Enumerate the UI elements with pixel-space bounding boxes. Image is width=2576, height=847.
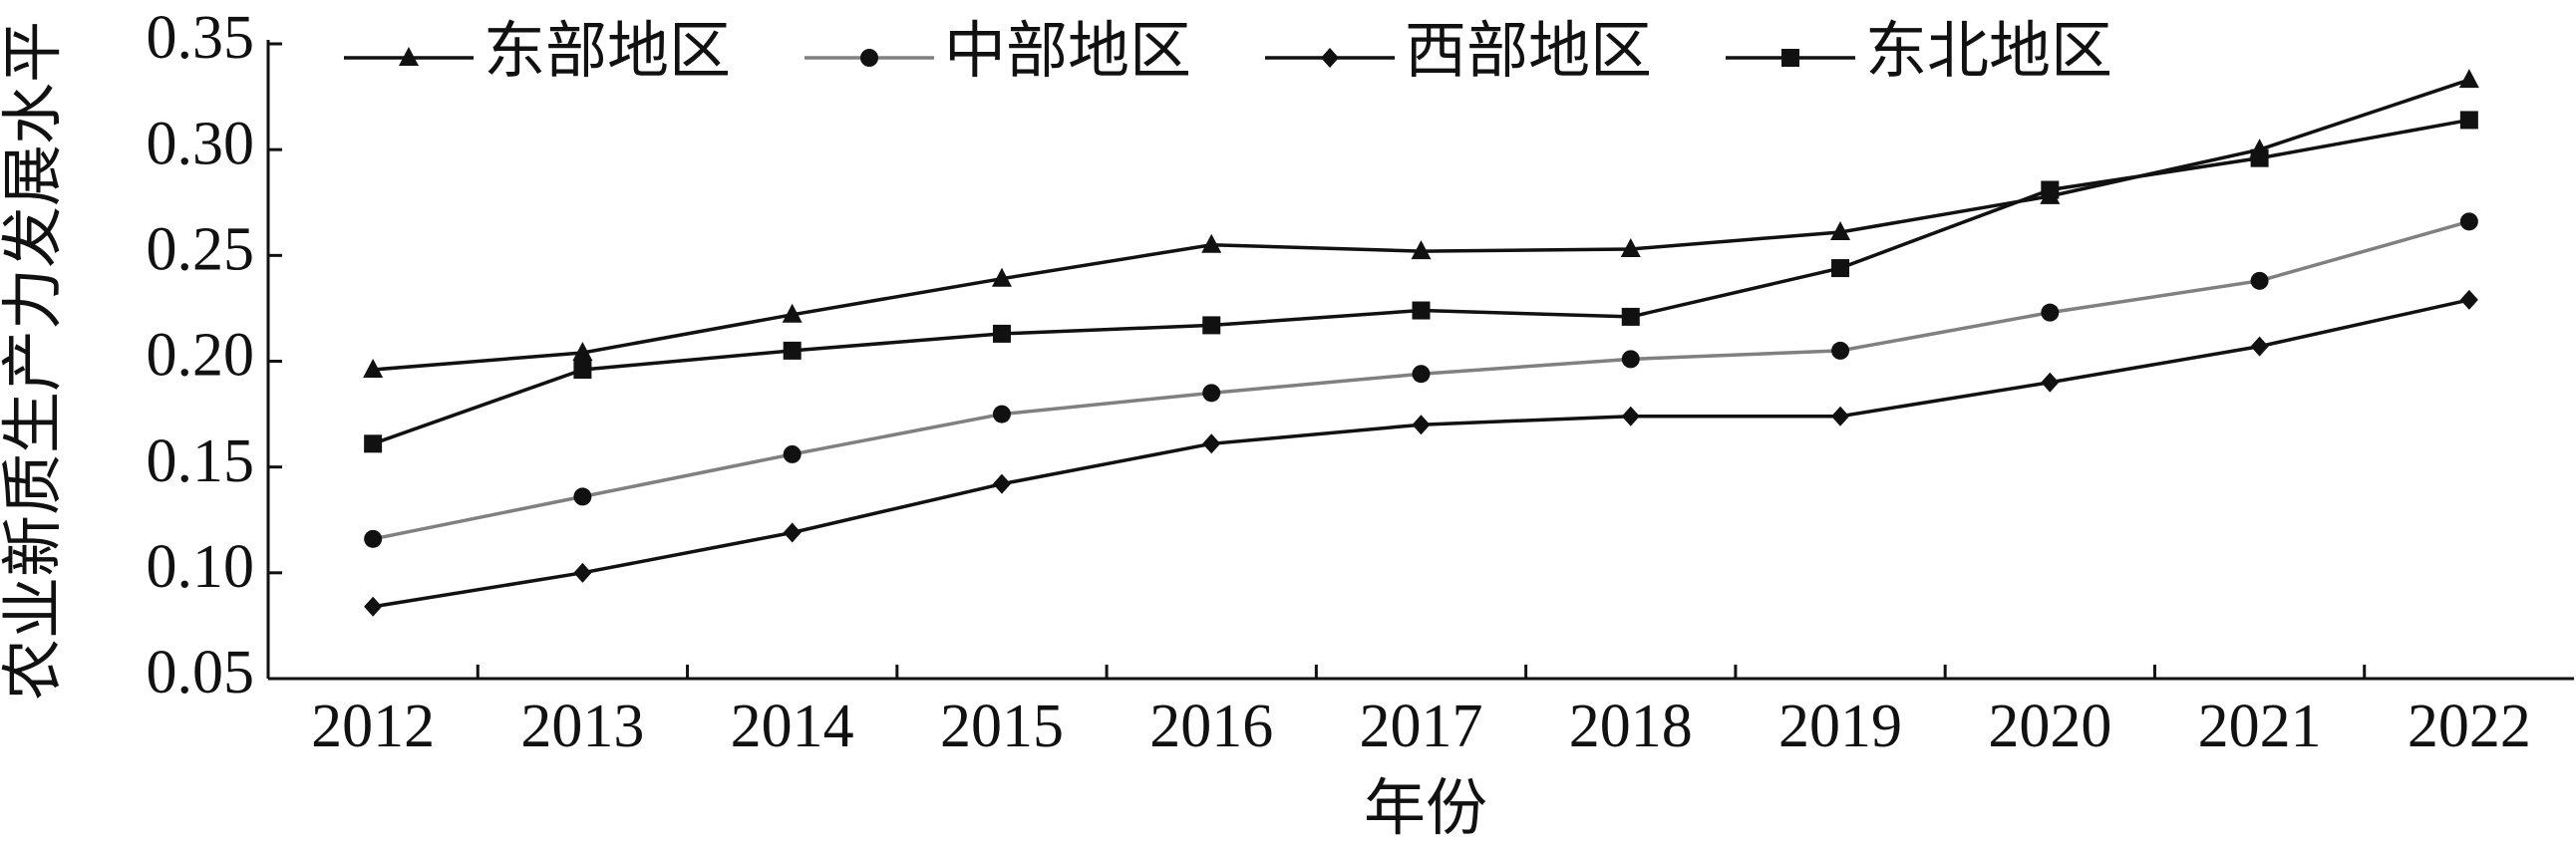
marker — [1202, 433, 1221, 454]
marker — [2459, 212, 2478, 231]
marker — [1202, 316, 1221, 335]
marker — [2459, 289, 2478, 310]
x-axis-label: 年份 — [1364, 775, 1487, 843]
x-tick-label: 2019 — [1778, 693, 1902, 760]
marker — [572, 342, 593, 362]
marker — [1411, 240, 1432, 260]
marker — [573, 562, 592, 583]
marker — [364, 596, 383, 617]
x-tick-label: 2013 — [520, 693, 644, 760]
marker — [364, 434, 383, 453]
marker — [783, 341, 802, 360]
y-axis-label: 农业新质生产力发展水平 — [0, 21, 68, 701]
x-tick-label: 2014 — [731, 693, 854, 760]
marker — [1831, 406, 1850, 426]
marker — [1621, 350, 1640, 369]
marker — [1202, 384, 1221, 403]
x-tick-label: 2020 — [1988, 693, 2111, 760]
marker — [2041, 303, 2060, 322]
marker — [992, 324, 1011, 343]
marker — [1831, 341, 1850, 360]
marker — [783, 522, 802, 543]
marker — [573, 487, 592, 506]
legend-marker — [1321, 48, 1339, 68]
marker — [1412, 301, 1431, 320]
series-line — [372, 78, 2470, 372]
marker — [1620, 237, 1641, 257]
y-tick-label: 0.20 — [147, 322, 255, 390]
marker — [1621, 406, 1640, 426]
marker — [363, 358, 384, 378]
legend-label: 东部地区 — [483, 18, 731, 86]
x-tick-label: 2015 — [940, 693, 1064, 760]
marker — [1621, 307, 1640, 326]
y-tick-label: 0.35 — [147, 4, 255, 72]
x-tick-label: 2012 — [311, 693, 435, 760]
marker — [992, 405, 1011, 424]
marker — [2250, 271, 2269, 290]
legend-label: 中部地区 — [944, 18, 1191, 86]
marker — [1412, 365, 1431, 384]
marker — [1831, 259, 1850, 278]
marker — [1412, 415, 1431, 435]
marker — [2459, 111, 2478, 130]
marker — [783, 444, 802, 463]
series-line — [372, 298, 2470, 609]
marker — [2458, 69, 2479, 89]
marker — [573, 360, 592, 379]
y-tick-label: 0.05 — [147, 639, 255, 706]
x-tick-label: 2022 — [2408, 693, 2531, 760]
marker — [1201, 233, 1222, 253]
x-tick-label: 2021 — [2198, 693, 2322, 760]
marker — [364, 529, 383, 548]
legend-marker — [860, 49, 878, 67]
x-tick-label: 2018 — [1569, 693, 1693, 760]
x-tick-label: 2017 — [1360, 693, 1483, 760]
marker — [991, 267, 1012, 287]
x-tick-label: 2016 — [1149, 693, 1273, 760]
legend-marker — [1781, 49, 1799, 67]
y-tick-label: 0.10 — [147, 533, 255, 601]
marker — [2041, 180, 2060, 199]
series-line — [372, 118, 2470, 445]
marker — [992, 473, 1011, 494]
marker — [2041, 372, 2060, 393]
marker — [1830, 220, 1851, 240]
legend-label: 东北地区 — [1865, 18, 2112, 86]
y-tick-label: 0.25 — [147, 216, 255, 284]
legend-marker — [399, 47, 419, 66]
marker — [782, 303, 803, 323]
y-tick-label: 0.15 — [147, 427, 255, 495]
marker — [2250, 148, 2269, 167]
y-tick-label: 0.30 — [147, 110, 255, 177]
legend-label: 西部地区 — [1405, 18, 1652, 86]
marker — [2250, 336, 2269, 357]
